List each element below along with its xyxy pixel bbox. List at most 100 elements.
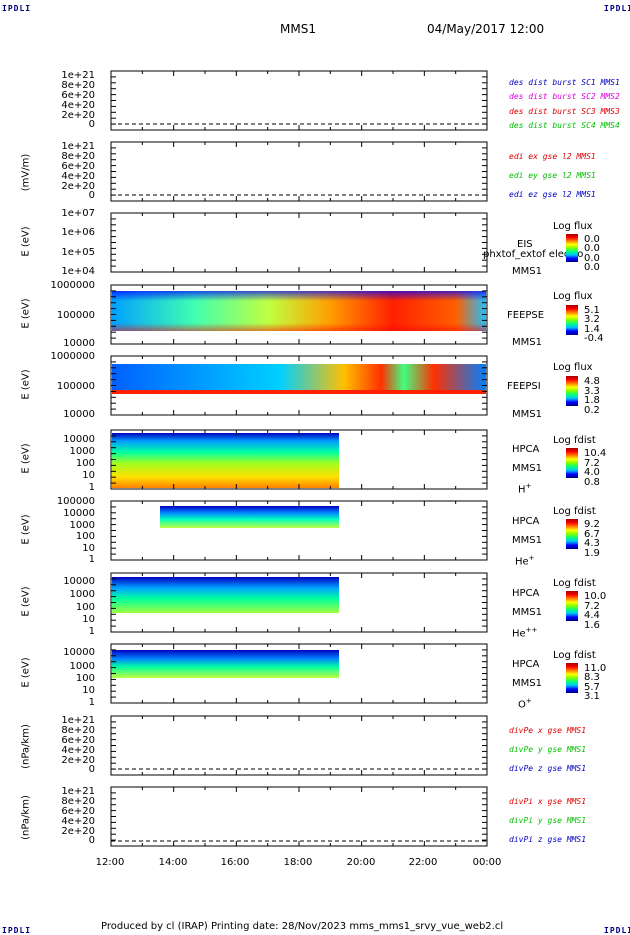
ytick-label: 1000000 — [50, 280, 95, 291]
axis-ticks — [110, 429, 488, 490]
axis-ticks — [110, 212, 488, 273]
ytick-label: 6e+20 — [61, 90, 95, 101]
colorbar-tick: 9.2 — [584, 519, 600, 530]
corner-label-top-left: IPDLI — [2, 4, 32, 13]
ytick-label: 4e+20 — [61, 745, 95, 756]
corner-label-top-right: IPDLI — [604, 4, 630, 13]
colorbar — [566, 591, 578, 621]
species-label: He+ — [515, 554, 535, 568]
xtick-label: 18:00 — [283, 857, 313, 868]
instrument-label: FEEPSI — [507, 381, 541, 392]
ytick-label: 10000 — [63, 508, 95, 519]
ytick-label: 8e+20 — [61, 151, 95, 162]
axes-frame — [110, 212, 488, 273]
ytick-label: 100000 — [56, 496, 95, 507]
legend-z: divPe z gse MMS1 — [509, 764, 587, 773]
heatmap-fill — [112, 650, 339, 678]
colorbar — [566, 519, 578, 549]
colorbar-tick: 3.3 — [584, 386, 600, 397]
page-title: MMS1 — [280, 22, 316, 36]
ytick-label: 0 — [88, 119, 95, 130]
axis-ticks — [110, 355, 488, 416]
axis-ticks — [110, 141, 488, 202]
colorbar-title: Log fdist — [553, 578, 596, 589]
axis-ticks — [110, 70, 488, 131]
ytick-label: 100 — [75, 458, 95, 469]
ytick-label: 100 — [75, 531, 95, 542]
instrument-label: HPCA — [512, 444, 540, 455]
panel-feepsi-frame — [110, 355, 488, 416]
ytick-label: 8e+20 — [61, 80, 95, 91]
corner-label-bottom-left: IPDLI — [2, 926, 32, 935]
ytick-label: 1 — [88, 626, 95, 637]
colorbar-tick: 11.0 — [584, 663, 607, 674]
colorbar-tick: 5.1 — [584, 305, 600, 316]
ytick-label: 2e+20 — [61, 826, 95, 837]
instrument-label: HPCA — [512, 516, 540, 527]
ytick-label: 1e+07 — [61, 208, 95, 219]
ytick-label: 6e+20 — [61, 161, 95, 172]
ytick-label: 100000 — [56, 381, 95, 392]
ytick-label: 10000 — [63, 434, 95, 445]
colorbar-tick: 4.3 — [584, 538, 600, 549]
colorbar-tick: 3.2 — [584, 314, 600, 325]
colorbar-tick: 1.8 — [584, 395, 600, 406]
colorbar-title: Log flux — [553, 221, 593, 232]
panel-hpca-h-frame — [110, 429, 488, 490]
spacecraft-label: MMS1 — [512, 535, 542, 546]
ytick-label: 4e+20 — [61, 100, 95, 111]
heatmap-fill — [160, 506, 339, 528]
ytick-label: 10000 — [63, 576, 95, 587]
instrument-label: FEEPSE — [507, 310, 545, 321]
instrument-label: HPCA — [512, 588, 540, 599]
ytick-label: 10 — [82, 470, 95, 481]
colorbar — [566, 376, 578, 406]
xtick-label: 22:00 — [408, 857, 438, 868]
species-label: H+ — [518, 482, 532, 496]
colorbar-title: Log fdist — [553, 435, 596, 446]
axis-ticks — [110, 643, 488, 704]
heatmap-fill — [112, 433, 339, 488]
colorbar-tick: 5.7 — [584, 682, 600, 693]
ytick-label: 2e+20 — [61, 755, 95, 766]
species-label: O+ — [518, 697, 532, 711]
datetime-label: 04/May/2017 12:00 — [427, 22, 545, 36]
panel-feepse-frame — [110, 284, 488, 345]
ytick-label: 4e+20 — [61, 816, 95, 827]
ytick-label: 6e+20 — [61, 735, 95, 746]
panel-edi-frame — [110, 141, 488, 202]
heatmap-fill — [112, 577, 339, 613]
legend-x: divPi x gse MMS1 — [509, 797, 587, 806]
xtick-label: 16:00 — [220, 857, 250, 868]
panel-hpca-he-frame — [110, 500, 488, 561]
ytick-label: 10 — [82, 685, 95, 696]
ytick-label: 1000000 — [50, 351, 95, 362]
axis-ticks — [110, 715, 488, 776]
colorbar-title: Log fdist — [553, 506, 596, 517]
colorbar — [566, 448, 578, 478]
colorbar-tick: 1.6 — [584, 620, 600, 631]
axes-frame — [110, 786, 488, 847]
spacecraft-label: MMS1 — [512, 678, 542, 689]
axis-ticks — [110, 500, 488, 561]
colorbar-tick: 0.0 — [584, 262, 600, 273]
ytick-label: 1000 — [69, 446, 95, 457]
ytick-label: 8e+20 — [61, 725, 95, 736]
spacecraft-label: MMS1 — [512, 607, 542, 618]
colorbar-tick: 0.8 — [584, 477, 600, 488]
ytick-label: 0 — [88, 764, 95, 775]
panel-hpca-he2-frame — [110, 572, 488, 633]
ytick-label: 1e+21 — [61, 70, 95, 81]
colorbar-tick: 1.9 — [584, 548, 600, 559]
panel-divpe-frame — [110, 715, 488, 776]
colorbar-title: Log fdist — [553, 650, 596, 661]
axis-ticks — [110, 284, 488, 345]
spacecraft-label: MMS1 — [512, 266, 542, 277]
ytick-label: 10000 — [63, 409, 95, 420]
ytick-label: 0 — [88, 190, 95, 201]
xtick-label: 20:00 — [346, 857, 376, 868]
instrument-label: EIS — [517, 239, 533, 250]
colorbar-tick: 1.4 — [584, 324, 600, 335]
colorbar-tick: 7.2 — [584, 458, 600, 469]
ytick-label: 2e+20 — [61, 110, 95, 121]
